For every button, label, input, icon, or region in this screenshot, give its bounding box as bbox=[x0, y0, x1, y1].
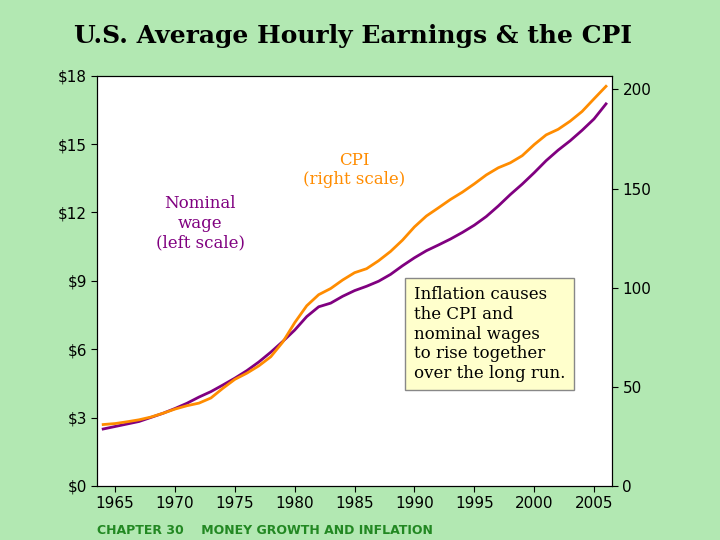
Text: Nominal
wage
(left scale): Nominal wage (left scale) bbox=[156, 195, 245, 252]
Text: U.S. Average Hourly Earnings & the CPI: U.S. Average Hourly Earnings & the CPI bbox=[74, 24, 632, 48]
Text: CPI
(right scale): CPI (right scale) bbox=[303, 152, 406, 188]
Text: Inflation causes
the CPI and
nominal wages
to rise together
over the long run.: Inflation causes the CPI and nominal wag… bbox=[414, 286, 565, 382]
Text: CHAPTER 30    MONEY GROWTH AND INFLATION: CHAPTER 30 MONEY GROWTH AND INFLATION bbox=[97, 524, 433, 537]
